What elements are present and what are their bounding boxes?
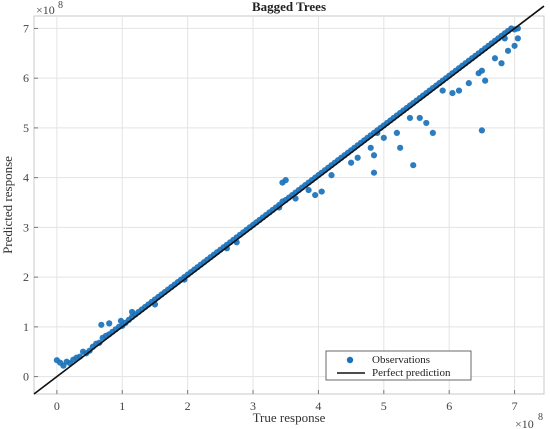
legend-observations-label: Observations <box>372 354 430 366</box>
y-tick-label: 7 <box>23 21 29 35</box>
observation-point <box>305 186 312 194</box>
x-tick-label: 3 <box>250 399 256 413</box>
x-tick-label: 0 <box>54 399 60 413</box>
observation-point <box>416 114 423 122</box>
y-tick-label: 6 <box>23 71 29 85</box>
y-axis-label: Predicted response <box>0 156 15 254</box>
observation-point <box>96 339 103 346</box>
observation-point <box>465 80 472 87</box>
legend: Observations Perfect prediction <box>325 350 472 381</box>
plot-group: 0 1 2 3 4 5 6 7 0 1 2 3 4 5 6 7 <box>23 5 545 413</box>
x-axis-label: True response <box>253 410 326 425</box>
observation-point <box>328 172 335 179</box>
y-tick-label: 1 <box>23 320 29 334</box>
legend-observations-marker <box>346 356 354 364</box>
tick-labels: 0 1 2 3 4 5 6 7 0 1 2 3 4 5 6 7 <box>23 21 518 413</box>
observation-point <box>511 42 518 49</box>
x-tick-label: 6 <box>446 399 452 413</box>
observation-point <box>282 177 289 184</box>
perfect-prediction-line <box>33 5 545 395</box>
observation-point <box>498 60 505 67</box>
x-axis-multiplier-exponent: 8 <box>538 412 543 423</box>
y-axis-multiplier-exponent: 8 <box>58 0 63 11</box>
observation-point <box>429 129 436 136</box>
y-tick-label: 4 <box>23 171 29 185</box>
x-tick-label: 2 <box>185 399 191 413</box>
axis-ticks <box>34 27 516 394</box>
observation-point <box>478 67 485 74</box>
observation-point <box>397 144 404 151</box>
observation-point <box>106 320 113 327</box>
observation-point <box>406 114 414 122</box>
x-tick-label: 1 <box>119 399 125 413</box>
x-axis-multiplier: ×10 <box>515 417 534 429</box>
y-axis-multiplier: ×10 <box>36 3 55 17</box>
observation-point <box>370 152 378 159</box>
legend-box <box>325 350 472 381</box>
observation-point <box>354 154 361 161</box>
legend-perfect-prediction-label: Perfect prediction <box>372 367 451 379</box>
y-tick-label: 2 <box>23 270 29 284</box>
observation-point <box>98 321 105 328</box>
y-tick-label: 3 <box>23 220 29 234</box>
observation-point <box>367 144 374 151</box>
observation-point <box>370 169 378 176</box>
observation-point <box>410 162 417 169</box>
observation-point <box>128 308 136 316</box>
observation-point <box>482 77 489 84</box>
observation-point <box>449 89 456 97</box>
plot-area <box>33 15 545 395</box>
observation-point <box>455 87 463 94</box>
y-tick-label: 5 <box>23 121 29 135</box>
observation-point <box>423 119 430 127</box>
observation-point <box>318 188 325 195</box>
x-tick-label: 4 <box>315 399 321 413</box>
observation-point <box>393 129 400 136</box>
chart-title: Bagged Trees <box>252 0 326 14</box>
observation-point <box>348 159 355 166</box>
y-tick-label: 0 <box>23 370 29 384</box>
observation-point <box>514 35 521 42</box>
observation-point <box>439 87 446 94</box>
observation-point <box>491 55 499 62</box>
x-tick-label: 7 <box>512 399 518 413</box>
x-tick-label: 5 <box>381 399 387 413</box>
observation-point <box>478 127 485 134</box>
observation-point <box>312 191 319 199</box>
observation-point <box>380 134 387 141</box>
observation-point <box>504 47 512 54</box>
